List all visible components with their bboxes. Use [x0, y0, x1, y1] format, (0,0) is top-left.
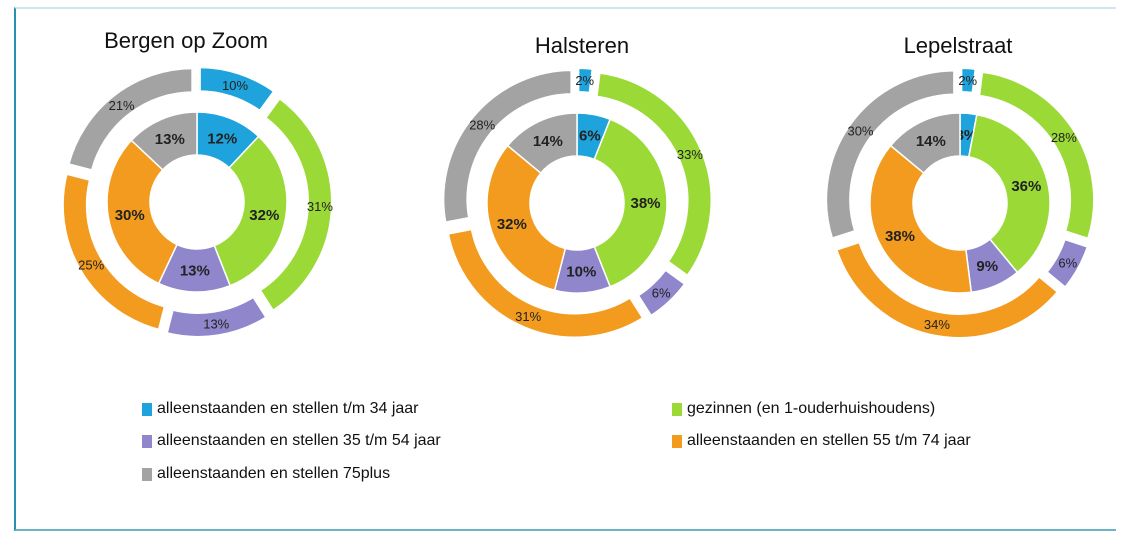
data-label-inner-1-1: 38%	[630, 195, 660, 212]
segment-outer-0-3	[59, 170, 169, 334]
segment-outer-1-3	[444, 225, 648, 341]
data-label-outer-2-3: 34%	[924, 317, 950, 332]
segment-outer-2-2	[1042, 235, 1092, 292]
data-label-inner-1-4: 14%	[533, 133, 563, 150]
data-label-outer-0-4: 21%	[109, 98, 135, 113]
data-label-inner-2-3: 38%	[885, 228, 915, 245]
segment-outer-2-4	[823, 67, 958, 243]
segment-outer-1-2	[634, 265, 690, 320]
legend-swatch	[142, 402, 152, 416]
segment-outer-1-4	[440, 67, 575, 226]
data-label-outer-2-1: 28%	[1051, 130, 1077, 145]
legend-swatch	[672, 434, 682, 448]
data-label-inner-0-3: 30%	[115, 207, 145, 224]
segment-inner-2-3	[869, 144, 973, 294]
data-label-outer-0-1: 31%	[307, 199, 333, 214]
data-label-outer-1-2: 6%	[652, 286, 671, 301]
segment-outer-0-2	[163, 292, 271, 340]
data-label-outer-2-2: 6%	[1058, 255, 1077, 270]
segment-inner-1-4	[506, 112, 578, 175]
legend-label: alleenstaanden en stellen 75plus	[157, 465, 391, 482]
segment-inner-1-1	[593, 118, 668, 288]
data-label-inner-1-3: 32%	[497, 216, 527, 233]
data-label-outer-0-2: 13%	[203, 316, 229, 331]
data-label-inner-0-1: 32%	[249, 207, 279, 224]
segment-outer-2-3	[832, 238, 1062, 341]
segment-inner-2-1	[967, 113, 1051, 274]
data-label-outer-0-3: 25%	[78, 258, 104, 273]
segment-outer-0-1	[255, 94, 335, 315]
legend-item-0: alleenstaanden en stellen t/m 34 jaar	[142, 400, 419, 418]
segment-inner-0-4	[130, 111, 198, 171]
data-label-outer-1-4: 28%	[469, 118, 495, 133]
data-label-inner-2-4: 14%	[916, 133, 946, 150]
data-label-inner-0-4: 13%	[155, 131, 185, 148]
chart-title-lepelstraat: Lepelstraat	[903, 33, 1013, 58]
legend-label: alleenstaanden en stellen 55 t/m 74 jaar	[687, 432, 971, 449]
segment-outer-0-4	[64, 65, 196, 174]
segment-outer-1-1	[593, 69, 715, 280]
chart-title-bergen-op-zoom: Bergen op Zoom	[104, 28, 268, 53]
data-label-inner-0-2: 13%	[180, 262, 210, 279]
data-label-inner-2-1: 36%	[1011, 178, 1041, 195]
data-label-outer-2-4: 30%	[847, 124, 873, 139]
segment-outer-0-0	[196, 64, 279, 115]
data-label-outer-2-0: 2%	[958, 73, 977, 88]
legend-item-4: alleenstaanden en stellen 75plus	[142, 465, 390, 483]
legend-label: alleenstaanden en stellen t/m 34 jaar	[157, 400, 419, 417]
legend-swatch	[142, 434, 152, 448]
chart-frame	[14, 7, 1116, 531]
legend-swatch	[142, 467, 152, 481]
data-label-inner-1-2: 10%	[566, 263, 596, 280]
data-label-outer-1-3: 31%	[515, 309, 541, 324]
segment-inner-2-4	[889, 112, 961, 175]
legend-label: gezinnen (en 1-ouderhuishoudens)	[687, 400, 936, 417]
segment-outer-2-0	[958, 65, 979, 97]
legend-item-1: gezinnen (en 1-ouderhuishoudens)	[672, 400, 935, 418]
chart-title-halsteren: Halsteren	[534, 33, 630, 58]
data-label-outer-0-0: 10%	[222, 78, 248, 93]
data-label-inner-1-0: 6%	[579, 128, 601, 145]
segment-inner-0-1	[213, 135, 288, 287]
segment-inner-0-3	[106, 139, 178, 285]
legend-swatch	[672, 402, 682, 416]
legend-item-3: alleenstaanden en stellen 55 t/m 74 jaar	[672, 432, 971, 450]
data-label-outer-1-1: 33%	[677, 147, 703, 162]
data-label-outer-1-0: 2%	[575, 73, 594, 88]
segment-outer-1-0	[575, 65, 596, 97]
data-label-inner-0-0: 12%	[207, 130, 237, 147]
legend-label: alleenstaanden en stellen 35 t/m 54 jaar	[157, 432, 441, 449]
data-label-inner-2-2: 9%	[976, 258, 998, 275]
legend-item-2: alleenstaanden en stellen 35 t/m 54 jaar	[142, 432, 441, 450]
segment-outer-2-1	[975, 68, 1097, 243]
segment-inner-1-3	[486, 144, 567, 292]
